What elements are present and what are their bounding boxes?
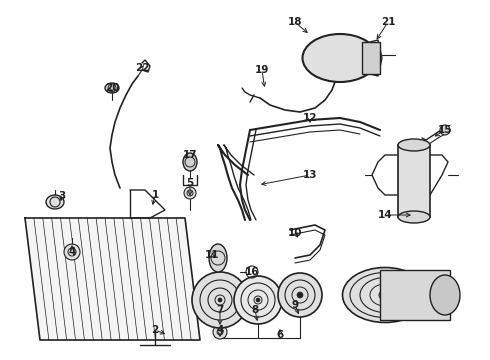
Ellipse shape	[209, 244, 227, 272]
Text: 14: 14	[378, 210, 392, 220]
Text: 3: 3	[58, 191, 66, 201]
Text: 7: 7	[216, 305, 224, 315]
Ellipse shape	[398, 211, 430, 223]
Circle shape	[256, 298, 260, 302]
Text: 9: 9	[292, 300, 298, 310]
Ellipse shape	[105, 83, 119, 93]
Text: 17: 17	[183, 150, 197, 160]
Circle shape	[234, 276, 282, 324]
Bar	[380, 270, 450, 320]
Text: 6: 6	[276, 330, 284, 340]
Text: 4: 4	[216, 325, 224, 335]
Ellipse shape	[46, 195, 64, 209]
Text: 18: 18	[288, 17, 302, 27]
Text: 22: 22	[135, 63, 149, 73]
Text: 11: 11	[205, 250, 219, 260]
Text: 13: 13	[303, 170, 317, 180]
Text: 10: 10	[288, 228, 302, 238]
Circle shape	[297, 292, 303, 298]
Bar	[398, 145, 430, 217]
Circle shape	[64, 244, 80, 260]
Ellipse shape	[379, 290, 391, 300]
Text: 2: 2	[151, 325, 159, 335]
Text: 16: 16	[245, 267, 259, 277]
Text: 1: 1	[151, 190, 159, 200]
Text: 15: 15	[438, 125, 452, 135]
Polygon shape	[25, 218, 200, 340]
Bar	[362, 42, 380, 74]
Text: 20: 20	[105, 83, 119, 93]
Circle shape	[184, 187, 196, 199]
Circle shape	[278, 273, 322, 317]
Ellipse shape	[302, 34, 377, 82]
Circle shape	[218, 298, 222, 302]
Text: 4: 4	[68, 247, 75, 257]
Ellipse shape	[343, 267, 427, 323]
Text: 19: 19	[255, 65, 269, 75]
Ellipse shape	[398, 139, 430, 151]
Ellipse shape	[430, 275, 460, 315]
Text: 8: 8	[251, 305, 259, 315]
Circle shape	[213, 325, 227, 339]
Text: 12: 12	[303, 113, 317, 123]
Text: 5: 5	[186, 178, 194, 188]
Ellipse shape	[183, 153, 197, 171]
Circle shape	[192, 272, 248, 328]
Circle shape	[440, 125, 450, 135]
Text: 21: 21	[381, 17, 395, 27]
